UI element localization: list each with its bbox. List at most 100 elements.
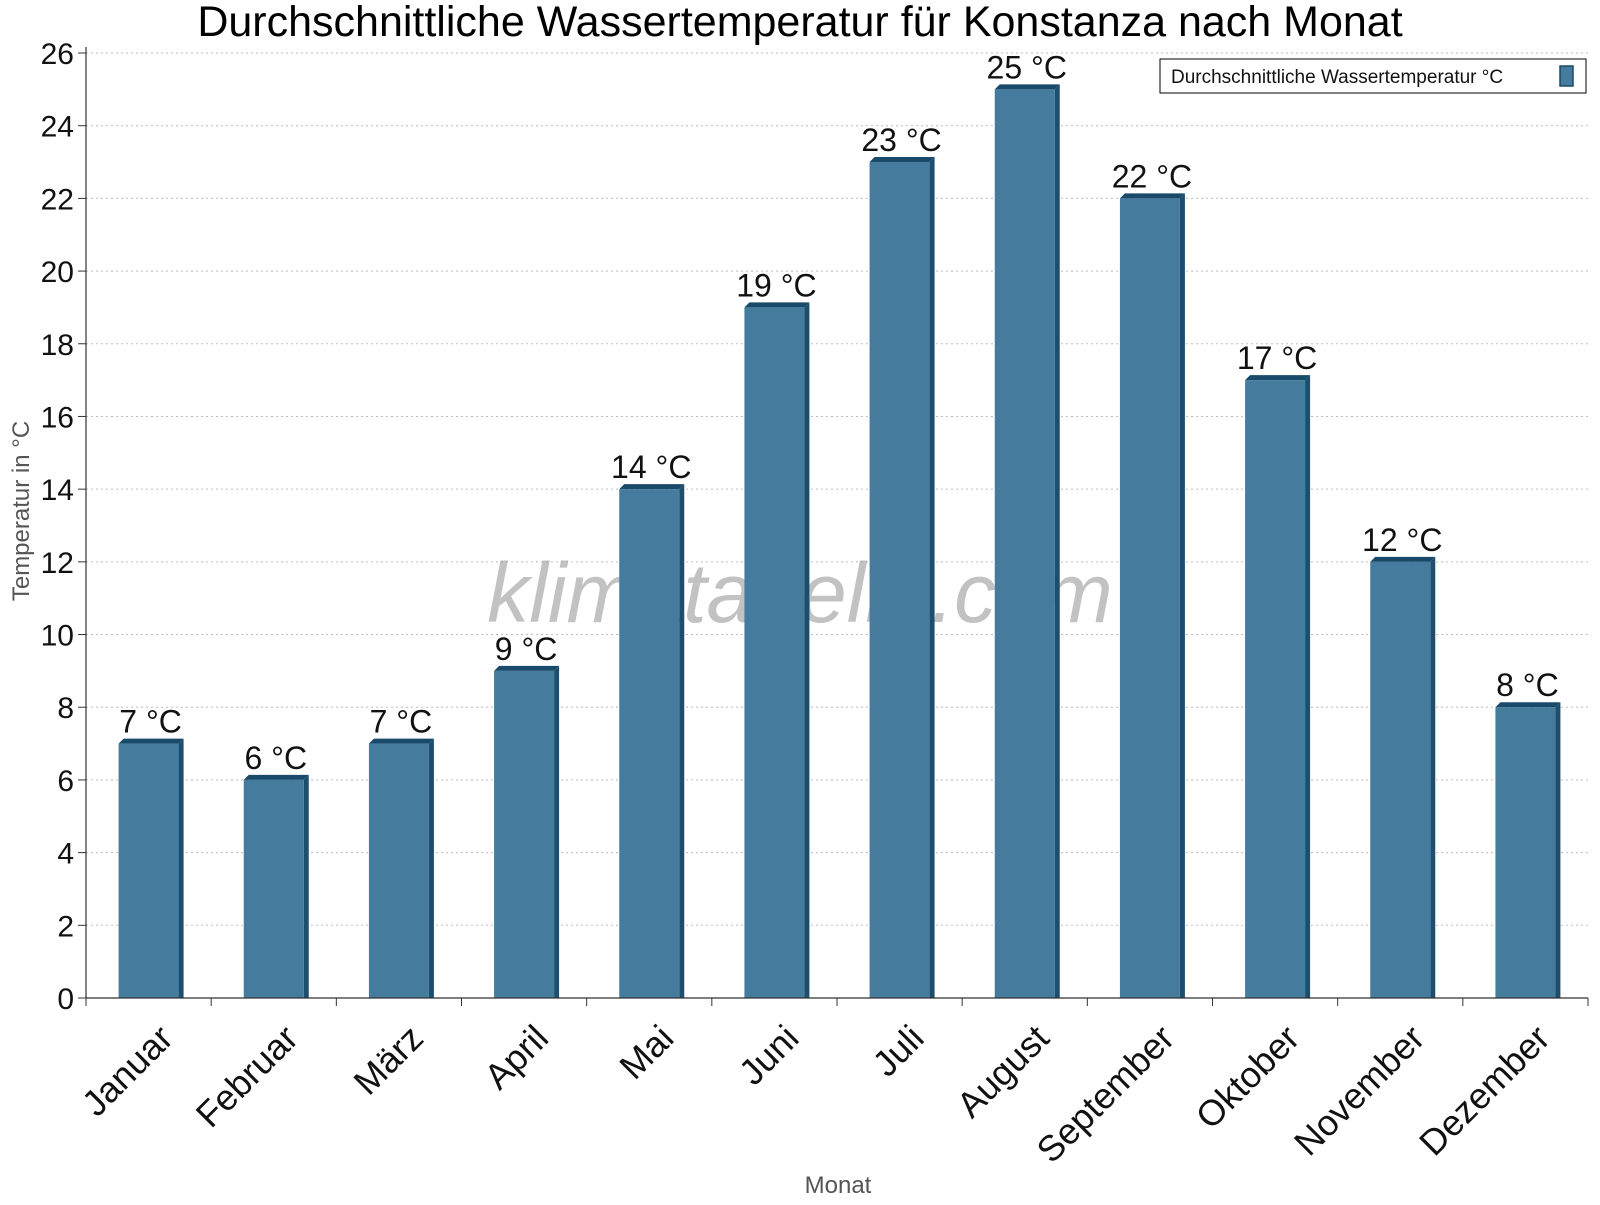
bar [368,743,429,998]
legend-label: Durchschnittliche Wassertemperatur °C [1171,67,1503,88]
y-tick-label: 22 [41,183,74,216]
data-label: 6 °C [244,740,307,776]
bar [243,779,304,998]
y-tick-label: 26 [41,38,74,71]
x-tick-labels: Januar Februar März April Mai Juni Juli AugustS… [74,1017,1558,1171]
bar-side-face [929,157,935,999]
legend: Durchschnittliche Wassertemperatur °C [1159,58,1587,94]
bar [994,89,1055,999]
bar [1119,198,1180,998]
y-tick-label: 8 [57,692,74,725]
bar-top-face [619,484,685,490]
x-tick-label: Juli [864,1017,931,1084]
bar-top-face [243,774,309,780]
y-axis-title: Temperatur in °C [8,421,35,601]
bar-side-face [804,302,810,998]
bar-mai [619,484,685,999]
data-label: 17 °C [1237,340,1317,376]
bar-september [1119,193,1185,998]
bar-august [994,84,1060,999]
bar-side-face [1179,193,1185,998]
bar-side-face [178,738,184,998]
bar-oktober [1245,375,1311,999]
data-label: 7 °C [370,704,433,740]
x-tick-label: Juni [731,1017,807,1093]
data-label: 9 °C [495,631,558,667]
y-tick-label: 6 [57,765,74,798]
y-tick-label: 4 [57,838,74,871]
bar [1495,707,1556,998]
bar-juli [869,157,935,999]
bar-side-face [1555,702,1561,998]
x-tick-label: Dezember [1411,1017,1557,1163]
x-tick-label: Mai [611,1017,681,1087]
bar-side-face [303,774,309,998]
bar-side-face [679,484,685,999]
bar-side-face [1305,375,1311,999]
bar-dezember [1495,702,1561,998]
x-tick-label: Oktober [1188,1017,1308,1137]
y-tick-label: 0 [57,983,74,1016]
bar-juni [744,302,810,998]
x-tick-label: März [345,1017,431,1103]
data-label: 8 °C [1496,667,1559,703]
bar [118,743,179,998]
bar-top-face [1370,556,1436,562]
bar-top-face [1245,375,1311,381]
x-tick-label: April [476,1017,556,1097]
data-label: 14 °C [611,449,691,485]
data-label: 7 °C [119,704,182,740]
y-tick-label: 14 [41,474,74,507]
x-tick-label: Januar [74,1017,181,1124]
y-tick-label: 12 [41,547,74,580]
bar [869,162,930,999]
bar-top-face [1119,193,1185,199]
bar-april [494,665,560,998]
gridlines [86,52,1588,926]
axes [78,47,1589,1006]
bar-top-face [994,84,1060,90]
chart-title: Durchschnittliche Wassertemperatur für K… [197,0,1402,46]
bar-top-face [368,738,434,744]
bar-top-face [744,302,810,308]
x-tick-label: August [949,1017,1057,1125]
x-tick-label: November [1286,1017,1432,1163]
bar [744,307,805,998]
x-tick-label: Februar [188,1017,306,1135]
bar-januar [118,738,184,998]
legend-box [1159,58,1587,94]
bars [118,84,1561,999]
y-tick-label: 10 [41,620,74,653]
bar [494,670,555,998]
bar [619,489,680,998]
bar-märz [368,738,434,998]
bar-side-face [428,738,434,998]
data-labels: 7 °C 6 °C 7 °C 9 °C 14 °C 19 °C 23 °C 25 °C 22 °… [119,49,1558,776]
bar-top-face [869,157,935,163]
bar-top-face [118,738,184,744]
y-tick-label: 18 [41,329,74,362]
bar-top-face [1495,702,1561,708]
data-label: 12 °C [1362,522,1442,558]
y-tick-label: 2 [57,910,74,943]
y-tick-label: 16 [41,401,74,434]
data-label: 19 °C [736,267,816,303]
x-axis-title: Monat [805,1172,872,1199]
bar [1370,561,1431,998]
y-tick-label: 24 [41,111,74,144]
bar-side-face [1430,556,1436,998]
y-tick-label: 20 [41,256,74,289]
bar-november [1370,556,1436,998]
bar-side-face [554,665,560,998]
bar-side-face [1054,84,1060,999]
data-label: 22 °C [1112,158,1192,194]
data-label: 23 °C [861,122,941,158]
x-tick-label: September [1028,1017,1182,1171]
bar-top-face [494,665,560,671]
bar [1245,380,1306,999]
data-label: 25 °C [987,49,1067,85]
legend-swatch [1559,65,1574,87]
